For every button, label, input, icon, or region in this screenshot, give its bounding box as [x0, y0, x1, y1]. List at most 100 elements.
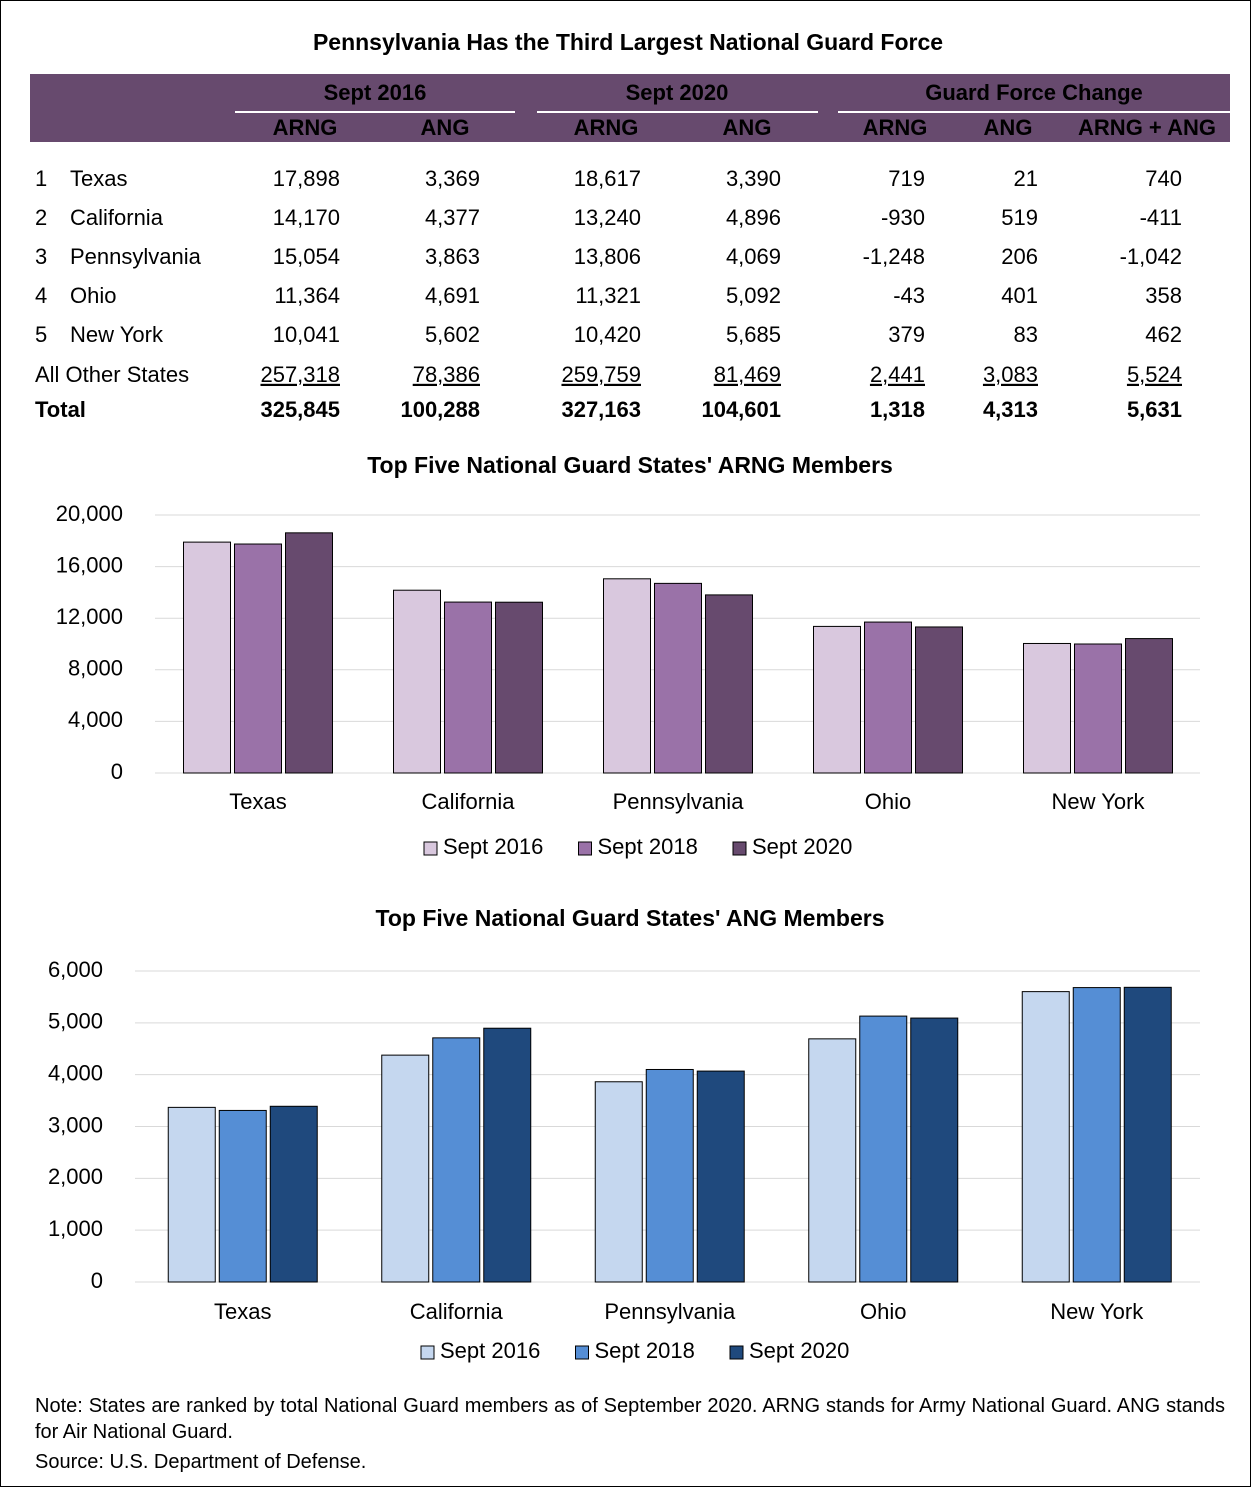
cell: 11,321: [575, 283, 641, 308]
x-tick-label: Ohio: [865, 789, 911, 814]
state: All Other States: [35, 362, 189, 387]
bar: [910, 1017, 959, 1283]
cell: 719: [888, 166, 925, 191]
bar: [483, 1027, 532, 1283]
cell: 4,069: [726, 244, 781, 269]
bar: [381, 1054, 430, 1283]
bar: [432, 1037, 481, 1283]
y-tick-label: 4,000: [68, 707, 123, 732]
group-header: Sept 2016: [324, 80, 427, 105]
bar: [269, 1105, 318, 1283]
legend-label: Sept 2018: [595, 1338, 695, 1363]
rank: 4: [35, 283, 47, 308]
cell: 5,524: [1127, 362, 1182, 387]
x-tick-label: California: [422, 789, 516, 814]
column-header: ARNG: [273, 115, 338, 140]
cell: 325,845: [260, 397, 340, 422]
rank: 5: [35, 322, 47, 347]
bar: [705, 594, 753, 774]
y-tick-label: 8,000: [68, 656, 123, 681]
bar: [167, 1106, 216, 1283]
cell: 4,896: [726, 205, 781, 230]
x-tick-label: Ohio: [860, 1299, 906, 1324]
y-tick-label: 4,000: [48, 1060, 103, 1085]
cell: 5,685: [726, 322, 781, 347]
bar: [183, 541, 231, 774]
bar: [808, 1038, 857, 1283]
x-tick-label: Texas: [214, 1299, 271, 1324]
bar: [696, 1070, 745, 1283]
page-title: Pennsylvania Has the Third Largest Natio…: [313, 29, 943, 55]
column-header: ANG: [421, 115, 470, 140]
cell: 3,390: [726, 166, 781, 191]
cell: 4,313: [983, 397, 1038, 422]
x-tick-label: New York: [1050, 1299, 1144, 1324]
cell: 4,377: [425, 205, 480, 230]
group-header: Sept 2020: [626, 80, 729, 105]
bar: [594, 1081, 643, 1283]
cell: 5,092: [726, 283, 781, 308]
cell: 740: [1145, 166, 1182, 191]
cell: 401: [1001, 283, 1038, 308]
cell: 379: [888, 322, 925, 347]
cell: -930: [881, 205, 925, 230]
cell: 18,617: [574, 166, 641, 191]
legend-swatch: [578, 841, 592, 856]
cell: 21: [1014, 166, 1038, 191]
cell: 13,806: [574, 244, 641, 269]
bar: [654, 582, 702, 774]
cell: 11,364: [274, 283, 340, 308]
bar: [603, 578, 651, 774]
cell: 10,420: [574, 322, 641, 347]
cell: 257,318: [260, 362, 340, 387]
legend-label: Sept 2020: [752, 834, 852, 859]
state: Ohio: [70, 283, 116, 308]
bar: [1023, 642, 1071, 774]
y-tick-label: 16,000: [56, 552, 123, 577]
column-header: ANG: [984, 115, 1033, 140]
y-tick-label: 5,000: [48, 1009, 103, 1034]
state: New York: [70, 322, 164, 347]
legend-label: Sept 2016: [443, 834, 543, 859]
bar: [285, 532, 333, 774]
cell: 462: [1145, 322, 1182, 347]
chart-title: Top Five National Guard States' ARNG Mem…: [367, 452, 893, 478]
y-tick-label: 0: [91, 1268, 103, 1293]
cell: 15,054: [273, 244, 340, 269]
legend-swatch: [575, 1345, 589, 1360]
legend-label: Sept 2016: [440, 1338, 540, 1363]
bar: [813, 625, 861, 774]
cell: 358: [1145, 283, 1182, 308]
state: Total: [35, 397, 86, 422]
y-tick-label: 1,000: [48, 1216, 103, 1241]
chart-title: Top Five National Guard States' ANG Memb…: [375, 905, 884, 931]
cell: 4,691: [425, 283, 480, 308]
state: Texas: [70, 166, 127, 191]
group-header: Guard Force Change: [925, 80, 1143, 105]
x-tick-label: Pennsylvania: [613, 789, 745, 814]
cell: 3,863: [425, 244, 480, 269]
bar: [915, 626, 963, 774]
cell: 78,386: [413, 362, 480, 387]
cell: 206: [1001, 244, 1038, 269]
rank: 1: [35, 166, 47, 191]
bar: [1074, 643, 1122, 774]
y-tick-label: 0: [111, 759, 123, 784]
cell: 3,083: [983, 362, 1038, 387]
legend-swatch: [423, 841, 438, 856]
y-tick-label: 12,000: [56, 604, 123, 629]
bar: [645, 1068, 694, 1283]
cell: 81,469: [714, 362, 781, 387]
cell: 14,170: [273, 205, 340, 230]
rank: 3: [35, 244, 47, 269]
cell: 3,369: [425, 166, 480, 191]
legend-swatch: [420, 1345, 435, 1360]
x-tick-label: Pennsylvania: [604, 1299, 736, 1324]
rank: 2: [35, 205, 47, 230]
bar: [234, 543, 282, 774]
cell: 5,631: [1127, 397, 1182, 422]
column-header: ARNG + ANG: [1078, 115, 1216, 140]
y-tick-label: 2,000: [48, 1164, 103, 1189]
